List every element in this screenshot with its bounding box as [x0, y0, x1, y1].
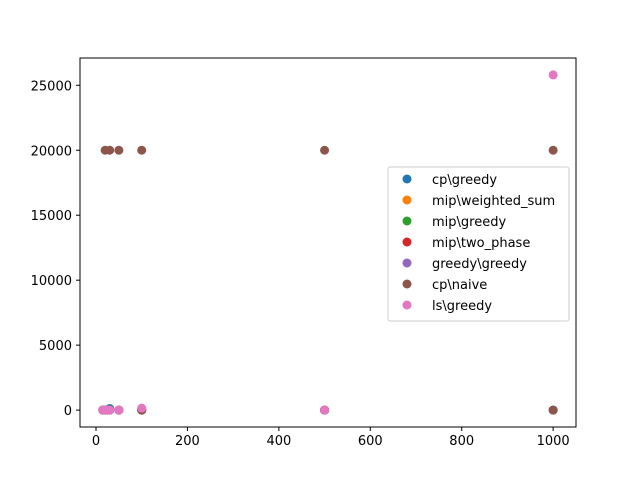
legend-label: mip\weighted_sum	[432, 194, 555, 209]
x-tick-label: 200	[175, 434, 200, 449]
x-tick-label: 400	[266, 434, 291, 449]
legend-marker	[402, 174, 412, 184]
legend-label: mip\greedy	[432, 215, 506, 230]
data-points	[98, 70, 558, 415]
legend-label: cp\naive	[432, 278, 487, 293]
legend-box	[387, 166, 570, 322]
legend-marker	[402, 279, 412, 289]
data-point-series-5	[114, 145, 124, 155]
plot-frame	[79, 57, 577, 428]
x-tick-label: 1000	[537, 434, 570, 449]
data-point-series-5	[105, 145, 115, 155]
x-tick-label: 800	[449, 434, 474, 449]
data-point-series-6	[105, 405, 115, 415]
legend-marker	[402, 216, 412, 226]
data-point-series-5	[548, 145, 558, 155]
legend-label: mip\two_phase	[432, 236, 530, 251]
x-tick-label: 0	[92, 434, 100, 449]
data-point-series-6	[548, 70, 558, 80]
data-point-series-5	[137, 145, 147, 155]
data-point-series-6	[137, 403, 147, 413]
legend-label: ls\greedy	[432, 299, 492, 314]
y-tick-label: 25000	[31, 79, 72, 94]
axes: 0 200 400 600 800 100005000100001500020000250…	[31, 57, 577, 449]
y-tick-label: 10000	[31, 274, 72, 289]
legend-marker	[402, 300, 412, 310]
y-tick-label: 0	[64, 404, 72, 419]
data-point-series-5	[320, 145, 330, 155]
data-point-series-6	[320, 405, 330, 415]
y-tick-label: 20000	[31, 144, 72, 159]
legend-label: cp\greedy	[432, 173, 497, 188]
legend-label: greedy\greedy	[432, 257, 527, 272]
x-tick-label: 600	[358, 434, 383, 449]
legend-marker	[402, 237, 412, 247]
legend-marker	[402, 195, 412, 205]
data-point-series-5	[548, 405, 558, 415]
legend-marker	[402, 258, 412, 268]
y-tick-label: 5000	[39, 339, 72, 354]
data-point-series-6	[114, 405, 124, 415]
legend: cp\greedy mip\weighted_sum mip\greedy mip\t…	[387, 166, 570, 322]
y-tick-label: 15000	[31, 209, 72, 224]
